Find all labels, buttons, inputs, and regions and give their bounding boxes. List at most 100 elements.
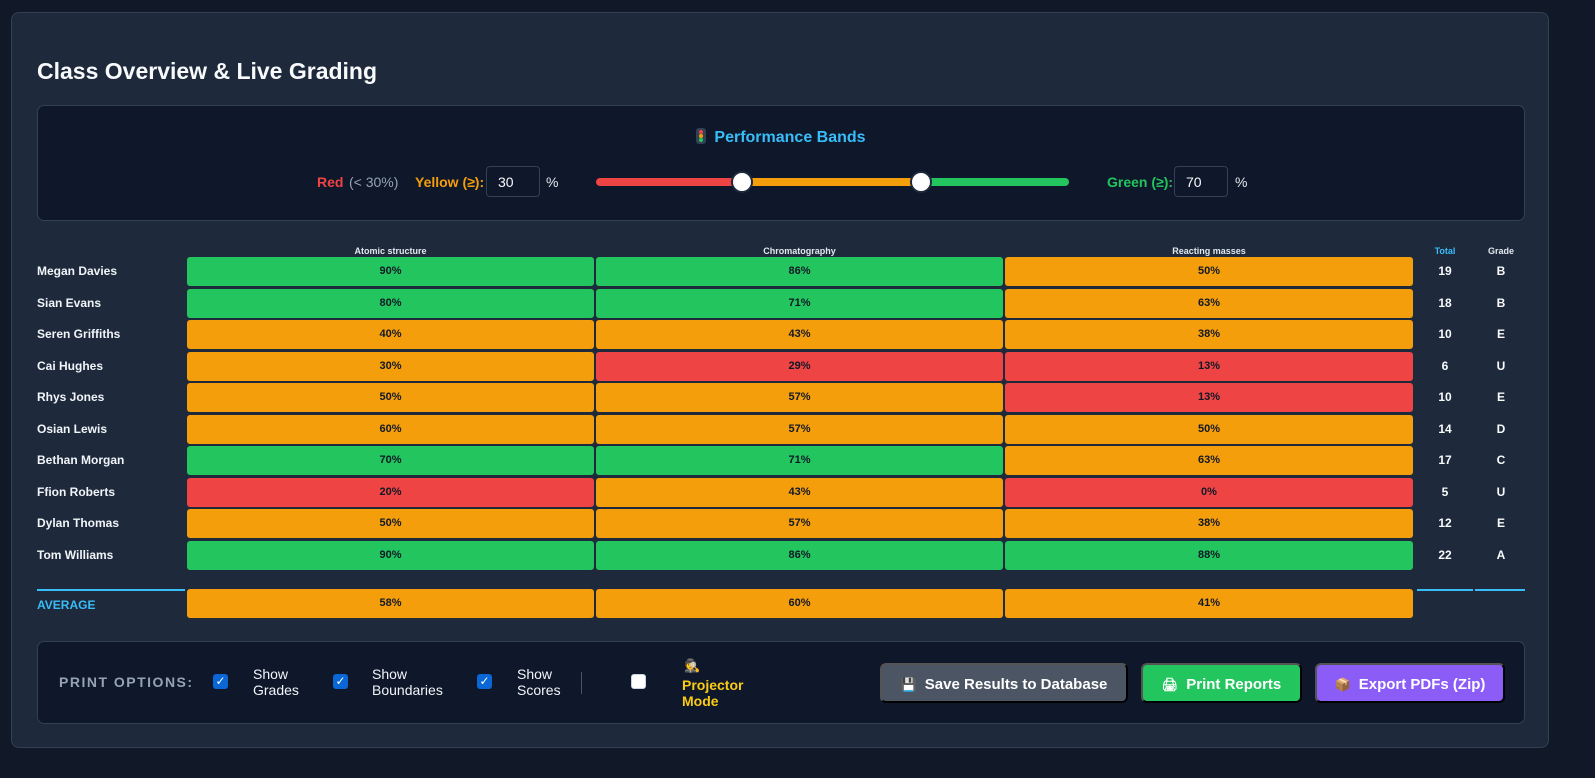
average-divider (1475, 589, 1525, 591)
score-cell: 86% (596, 540, 1003, 570)
score-cell: 50% (187, 383, 594, 412)
grade-cell: A (1496, 547, 1506, 562)
detective-icon: 🕵 (684, 658, 701, 673)
table-row: Bethan Morgan 70% 71% 63% 17 C (37, 446, 1525, 475)
projector-mode-checkbox[interactable] (631, 674, 646, 689)
score-cell: 86% (596, 257, 1003, 286)
score-cell: 0% (1005, 477, 1413, 507)
score-cell: 50% (1005, 414, 1413, 444)
score-cell: 88% (1005, 540, 1413, 570)
column-header: Chromatography (763, 246, 836, 256)
show-grades-checkbox[interactable]: ✓ (213, 674, 228, 689)
traffic-light-icon (696, 128, 707, 144)
performance-bands: Performance Bands Red (< 30%) Yellow (≥)… (37, 105, 1525, 221)
score-cell: 43% (596, 320, 1003, 349)
student-name: Dylan Thomas (37, 516, 120, 530)
score-cell: 29% (596, 351, 1003, 381)
table-row: Dylan Thomas 50% 57% 38% 12 E (37, 509, 1525, 538)
average-cell: 58% (187, 589, 594, 618)
print-reports-label: Print Reports (1186, 676, 1282, 693)
table-row: Seren Griffiths 40% 43% 38% 10 E (37, 320, 1525, 349)
show-boundaries-label: Show Boundaries (372, 666, 443, 698)
show-scores-checkbox[interactable]: ✓ (477, 674, 492, 689)
table-row: Rhys Jones 50% 57% 13% 10 E (37, 383, 1525, 412)
grade-cell: D (1496, 421, 1506, 436)
print-options-bar: PRINT OPTIONS: ✓ Show Grades ✓ Show Boun… (37, 641, 1525, 724)
yellow-percent-sign: % (546, 174, 559, 190)
score-cell: 63% (1005, 288, 1413, 318)
green-percent-sign: % (1235, 174, 1248, 190)
slider-track-yellow (743, 178, 923, 186)
score-cell: 50% (1005, 257, 1413, 286)
green-threshold-input[interactable] (1174, 166, 1228, 197)
score-cell: 20% (187, 477, 594, 507)
save-results-label: Save Results to Database (924, 676, 1108, 693)
score-cell: 63% (1005, 446, 1413, 475)
grade-cell: U (1496, 358, 1506, 373)
grade-cell: B (1496, 295, 1506, 310)
slider-handle-yellow[interactable] (731, 171, 753, 193)
total-cell: 14 (1438, 421, 1452, 436)
yellow-threshold-input[interactable] (486, 166, 540, 197)
student-name: Megan Davies (37, 264, 118, 278)
grade-cell: E (1496, 327, 1505, 341)
export-pdfs-button[interactable]: 📦 Export PDFs (Zip) (1315, 663, 1505, 703)
save-results-button[interactable]: 💾 Save Results to Database (880, 663, 1128, 703)
projector-mode-label: Projector Mode (682, 677, 744, 709)
average-cell: 60% (596, 589, 1003, 618)
average-divider (1417, 589, 1473, 591)
table-row: Tom Williams 90% 86% 88% 22 A (37, 540, 1525, 570)
student-name: Osian Lewis (37, 421, 108, 436)
score-cell: 71% (596, 288, 1003, 318)
yellow-band-label: Yellow (≥): (415, 174, 485, 190)
bands-controls: Red (< 30%) Yellow (≥): % Green (≥): % (38, 166, 1524, 198)
table-row: Osian Lewis 60% 57% 50% 14 D (37, 414, 1525, 444)
score-cell: 43% (596, 477, 1003, 507)
slider-handle-green[interactable] (910, 171, 932, 193)
show-scores-label: Show Scores (517, 666, 561, 698)
print-reports-button[interactable]: 🖨 Print Reports (1141, 663, 1302, 703)
table-row: Ffion Roberts 20% 43% 0% 5 U (37, 477, 1525, 507)
student-name: Sian Evans (37, 295, 102, 310)
score-cell: 13% (1005, 383, 1413, 412)
table-row: Sian Evans 80% 71% 63% 18 B (37, 288, 1525, 318)
total-cell: 5 (1441, 484, 1449, 499)
student-name: Bethan Morgan (37, 453, 125, 467)
grade-cell: E (1496, 390, 1505, 404)
score-cell: 13% (1005, 351, 1413, 381)
score-cell: 57% (596, 414, 1003, 444)
score-cell: 38% (1005, 320, 1413, 349)
export-pdfs-label: Export PDFs (Zip) (1358, 676, 1486, 693)
main-panel: Class Overview & Live Grading Performanc… (11, 12, 1549, 748)
show-boundaries-checkbox[interactable]: ✓ (333, 674, 348, 689)
score-cell: 40% (187, 320, 594, 349)
score-cell: 71% (596, 446, 1003, 475)
table-row: Cai Hughes 30% 29% 13% 6 U (37, 351, 1525, 381)
printer-icon: 🖨 (1161, 677, 1179, 692)
grade-header: Grade (1487, 246, 1514, 256)
average-label: AVERAGE (37, 598, 96, 612)
grade-cell: U (1496, 484, 1506, 499)
total-cell: 10 (1438, 390, 1452, 404)
table-row: Megan Davies 90% 86% 50% 19 B (37, 257, 1525, 286)
student-name: Cai Hughes (37, 358, 104, 373)
total-cell: 22 (1438, 547, 1452, 562)
score-cell: 70% (187, 446, 594, 475)
score-cell: 57% (596, 509, 1003, 538)
total-cell: 12 (1438, 516, 1452, 530)
score-cell: 90% (187, 257, 594, 286)
total-cell: 10 (1438, 327, 1452, 341)
total-cell: 18 (1438, 295, 1452, 310)
total-cell: 6 (1441, 358, 1449, 373)
bands-title-text: Performance Bands (714, 129, 866, 146)
red-band-threshold: (< 30%) (349, 174, 399, 190)
slider-track-green (921, 178, 1069, 186)
green-band-label: Green (≥): (1107, 174, 1174, 190)
red-band-label: Red (317, 174, 344, 190)
floppy-disk-icon: 💾 (900, 677, 917, 692)
score-cell: 38% (1005, 509, 1413, 538)
print-options-label: PRINT OPTIONS: (59, 674, 194, 690)
score-cell: 30% (187, 351, 594, 381)
show-grades-label: Show Grades (253, 666, 299, 698)
average-row: 58% 60% 41% (37, 589, 1525, 618)
